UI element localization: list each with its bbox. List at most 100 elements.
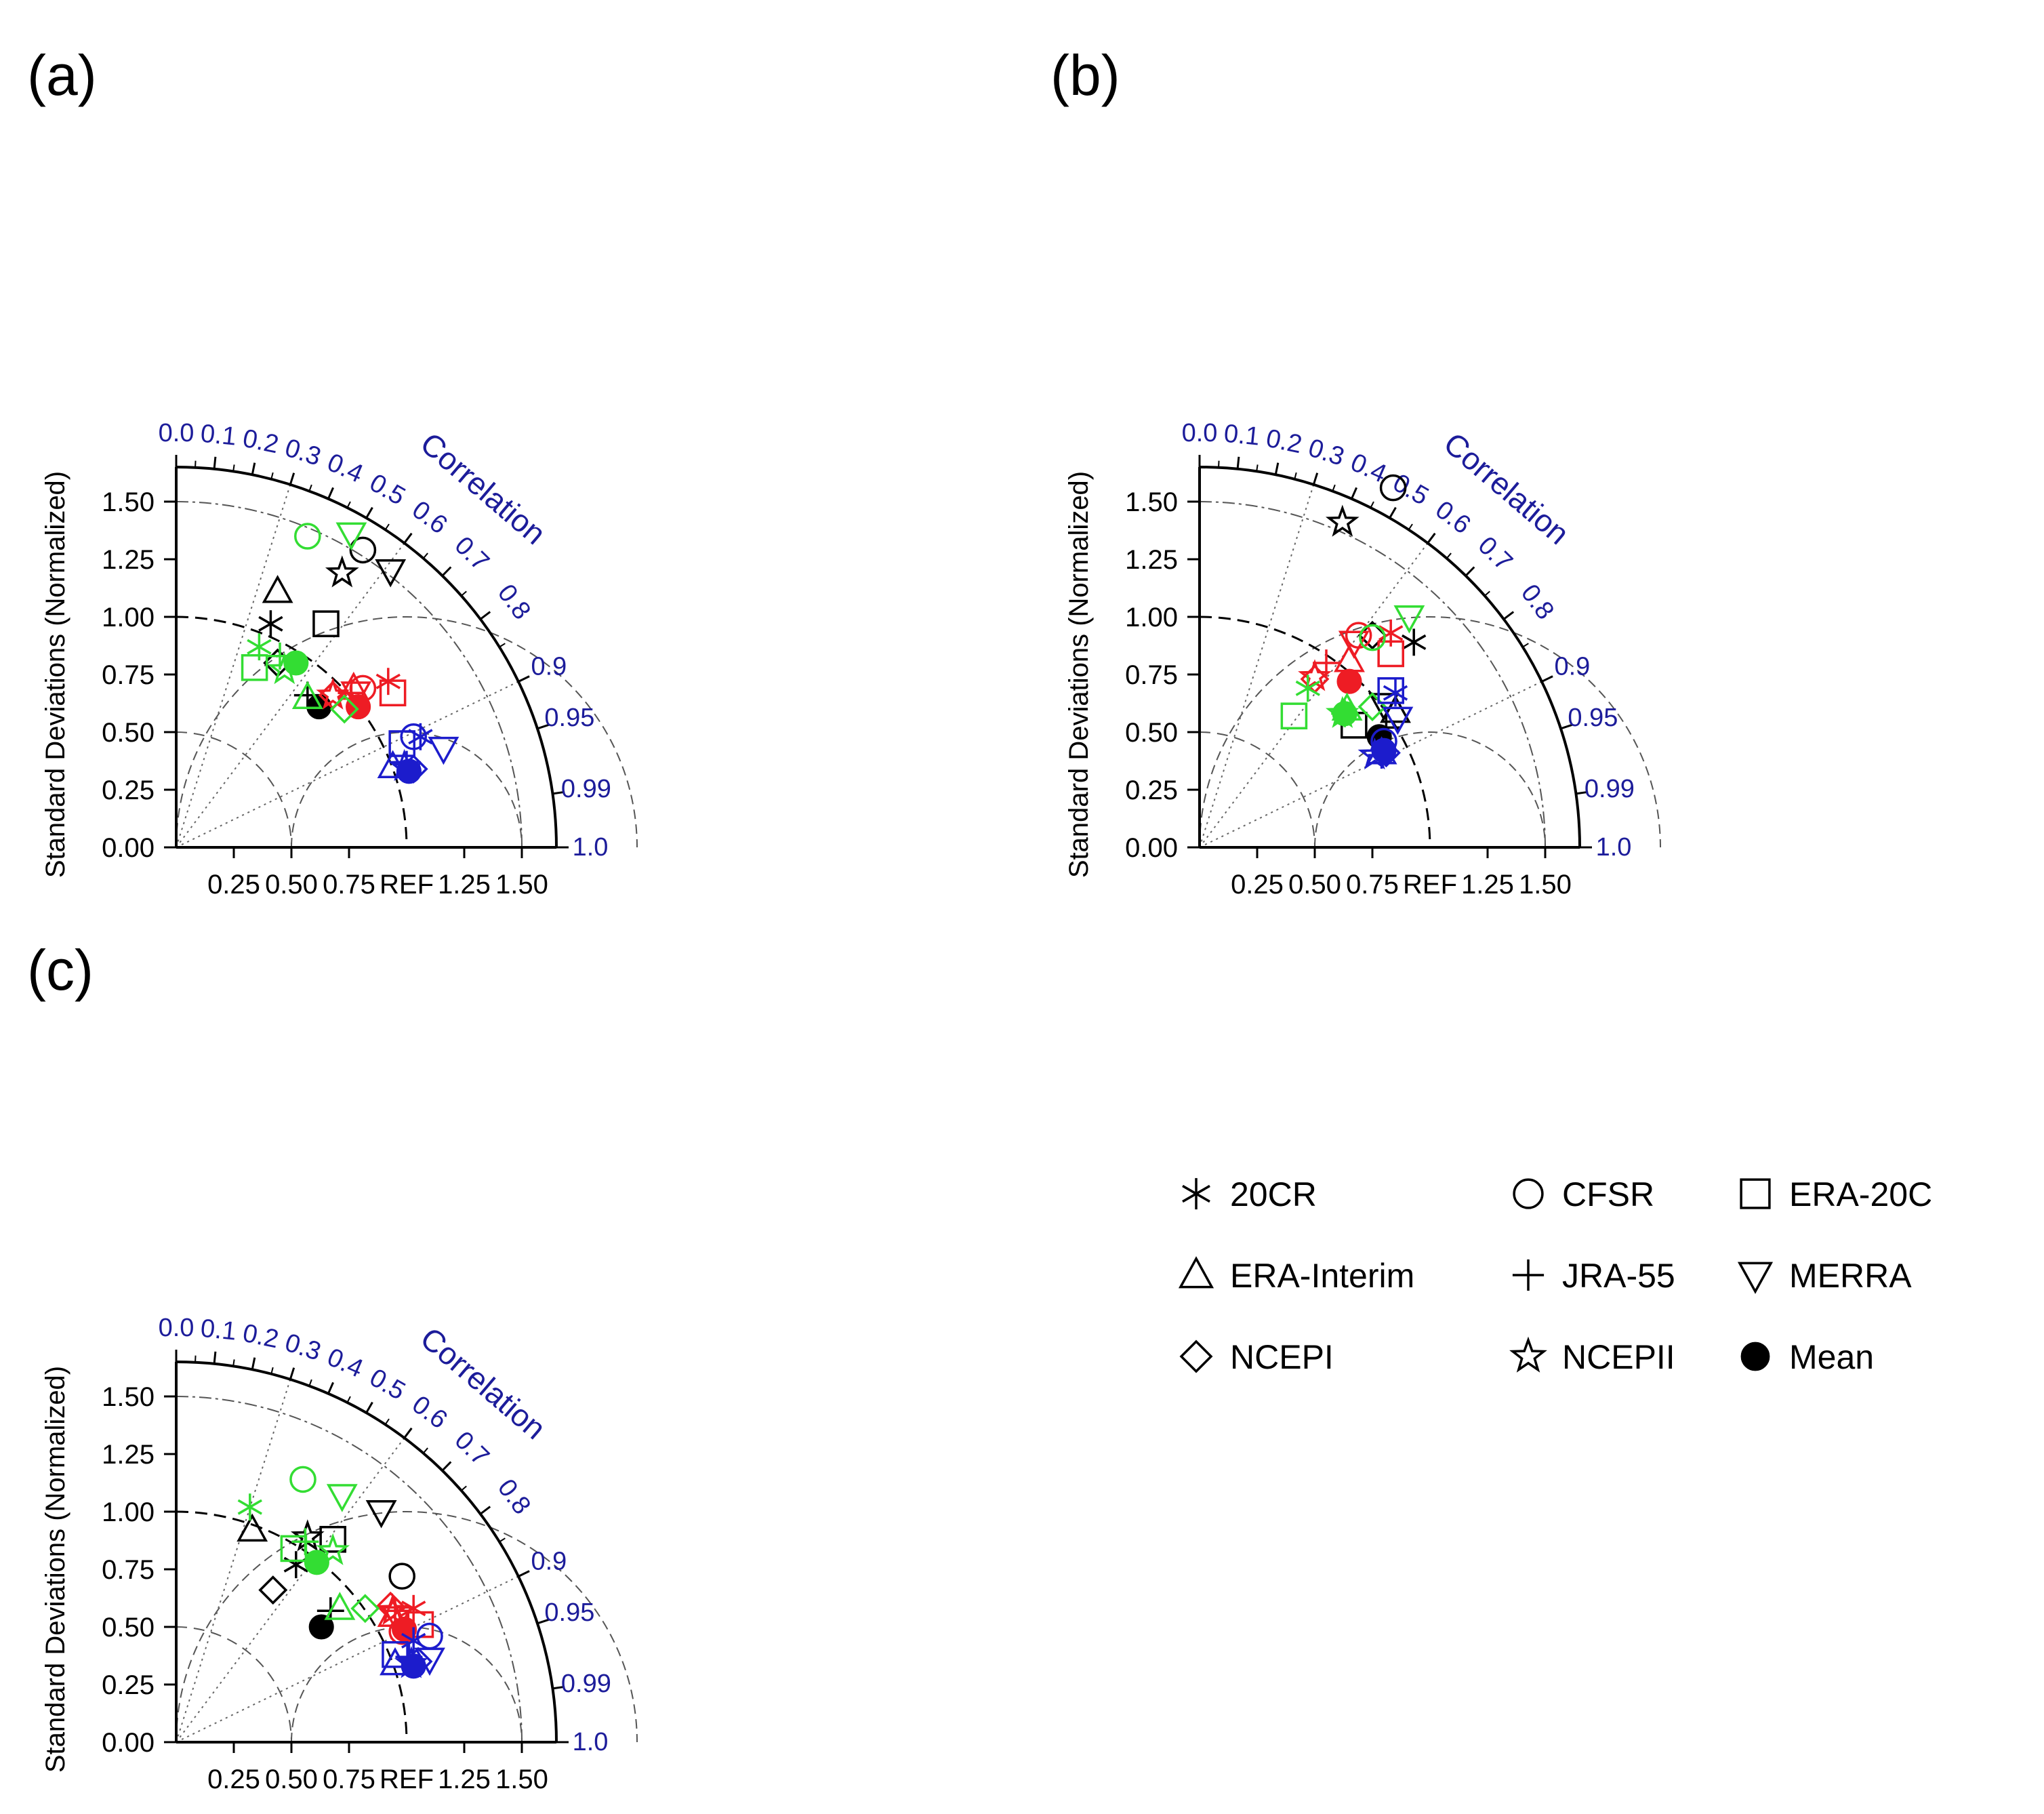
correlation-minor-tick — [499, 1537, 506, 1543]
data-point-era-interim-black — [237, 1513, 268, 1542]
correlation-tick — [1560, 723, 1573, 730]
correlation-tick-label: 0.4 — [323, 448, 367, 489]
correlation-minor-tick — [195, 1355, 197, 1363]
data-point-ncepii-black — [325, 555, 359, 588]
correlation-minor-tick — [270, 1367, 274, 1375]
y-tick-label: 0.25 — [102, 1670, 155, 1700]
data-points — [1280, 474, 1427, 770]
rms-arc — [1199, 616, 1661, 848]
correlation-tick-label: 0.7 — [449, 1426, 495, 1472]
data-point-cfsr-black — [1379, 474, 1407, 502]
correlation-tick-label: 0.5 — [365, 468, 410, 511]
data-point-merra-black — [1368, 693, 1399, 721]
data-point-20cr-green — [237, 1493, 262, 1521]
data-point-merra-green — [335, 522, 367, 551]
correlation-tick — [537, 1618, 550, 1625]
panel-label: (a) — [27, 43, 97, 107]
legend-label-era-interim: ERA-Interim — [1230, 1257, 1414, 1295]
legend-label-cfsr: CFSR — [1562, 1175, 1654, 1213]
data-point-ncepii-black — [290, 1519, 325, 1552]
correlation-minor-tick — [327, 1387, 332, 1394]
y-tick-label: 1.00 — [1125, 603, 1178, 632]
data-point-ncepii-red — [316, 677, 350, 710]
correlation-tick-label: 1.0 — [573, 1728, 609, 1756]
correlation-tick-label: 0.6 — [1430, 496, 1475, 540]
std-arc — [176, 501, 523, 848]
correlation-tick-label: 0.0 — [159, 419, 195, 447]
legend-label-ncepi: NCEPI — [1230, 1338, 1334, 1376]
y-tick-label: 0.75 — [1125, 660, 1178, 690]
data-point-mean-red — [1336, 668, 1362, 694]
correlation-minor-tick — [480, 614, 487, 620]
data-point-jra-55-green — [291, 1528, 319, 1556]
correlation-minor-tick — [1446, 552, 1452, 559]
correlation-tick-label: 0.9 — [531, 1548, 567, 1576]
data-point-era-20c-blue — [382, 1641, 409, 1668]
std-arc — [176, 1626, 292, 1743]
correlation-tick-label: 0.8 — [1515, 579, 1559, 624]
data-point-mean-blue — [401, 1653, 426, 1679]
std-arc — [1199, 501, 1546, 848]
correlation-tick-label: 1.0 — [573, 833, 609, 862]
y-tick-label: 0.75 — [102, 660, 155, 690]
x-tick-label: 1.50 — [1519, 870, 1572, 900]
data-point-cfsr-green — [294, 523, 321, 550]
x-tick-label: 0.25 — [207, 870, 260, 900]
correlation-tick-label: 0.1 — [199, 420, 238, 451]
legend-marker-ncepi — [1179, 1339, 1213, 1373]
data-points — [237, 1466, 445, 1679]
correlation-tick-label: 0.0 — [1182, 419, 1218, 447]
correlation-ray — [176, 1575, 519, 1743]
correlation-tick-label: 0.99 — [1585, 775, 1635, 803]
correlation-ray — [176, 1437, 405, 1743]
data-point-mean-green — [283, 650, 309, 676]
y-tick-label: 1.50 — [102, 487, 155, 517]
correlation-minor-tick — [195, 460, 197, 468]
correlation-minor-tick — [365, 1406, 371, 1413]
correlation-tick-label: 1.0 — [1596, 833, 1632, 862]
data-point-era-20c-green — [1280, 702, 1308, 730]
y-axis-title: Standard Deviations (Normalized) — [41, 471, 70, 878]
data-point-merra-black — [365, 1500, 397, 1529]
correlation-tick-label: 0.8 — [492, 579, 536, 624]
y-tick-label: 0.00 — [102, 833, 155, 863]
rms-arc — [1314, 731, 1546, 848]
x-tick-label: 0.50 — [265, 870, 318, 900]
correlation-arc — [176, 466, 558, 848]
legend-marker-era-20c — [1740, 1178, 1771, 1209]
std-arc — [176, 731, 292, 848]
correlation-minor-tick — [327, 492, 332, 500]
correlation-minor-tick — [461, 590, 467, 597]
data-point-20cr-green — [1295, 674, 1320, 702]
data-point-merra-blue — [1382, 706, 1414, 735]
data-point-cfsr-black — [349, 536, 377, 564]
data-point-cfsr-green — [1359, 624, 1386, 651]
correlation-ray — [176, 1379, 291, 1743]
panel-label: (c) — [27, 938, 94, 1002]
correlation-minor-tick — [1370, 501, 1374, 508]
data-point-era-20c-black — [312, 610, 340, 638]
y-tick-label: 1.00 — [102, 603, 155, 632]
data-point-era-20c-black — [319, 1526, 346, 1553]
correlation-tick-label: 0.99 — [561, 1670, 611, 1698]
correlation-minor-tick — [1294, 472, 1297, 480]
data-point-ncepii-red — [375, 1593, 410, 1626]
correlation-tick-label: 0.95 — [544, 704, 594, 732]
correlation-minor-tick — [1256, 464, 1259, 472]
y-tick-label: 1.50 — [1125, 487, 1178, 517]
data-point-ncepii-green — [316, 1533, 350, 1565]
reference-std-arc — [1199, 616, 1431, 848]
correlation-minor-tick — [422, 552, 428, 559]
x-tick-label: 1.25 — [1461, 870, 1514, 900]
x-tick-label: 1.50 — [495, 1765, 548, 1794]
data-point-era-20c-red — [1377, 640, 1405, 668]
correlation-minor-tick — [1408, 523, 1413, 531]
y-tick-label: 1.25 — [102, 1440, 155, 1470]
correlation-tick — [552, 1685, 565, 1690]
correlation-tick — [518, 1570, 530, 1577]
correlation-minor-tick — [441, 570, 448, 577]
data-point-ncepii-black — [1325, 504, 1360, 537]
correlation-tick-label: 0.3 — [281, 1329, 324, 1367]
correlation-tick-label: 0.7 — [1473, 531, 1518, 577]
